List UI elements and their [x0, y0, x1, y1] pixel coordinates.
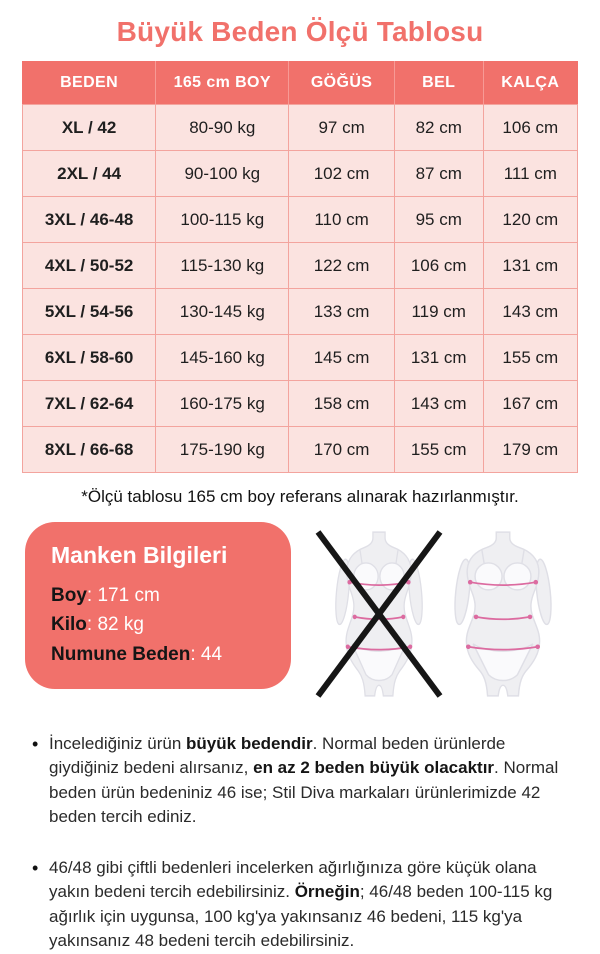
table-cell: 122 cm	[288, 242, 395, 289]
model-info-fields: Boy: 171 cm Kilo: 82 kg Numune Beden: 44	[51, 581, 269, 669]
table-row: XL / 42 80-90 kg 97 cm 82 cm 106 cm	[21, 104, 579, 151]
table-cell: 6XL / 58-60	[21, 334, 157, 381]
body-figures	[307, 530, 575, 698]
table-row: 4XL / 50-52 115-130 kg 122 cm 106 cm 131 cm	[21, 242, 579, 289]
table-cell: 160-175 kg	[155, 380, 290, 427]
wrong-fit-figure	[315, 530, 443, 698]
table-cell: 175-190 kg	[155, 426, 290, 473]
table-cell: 120 cm	[482, 196, 579, 243]
table-cell: 170 cm	[288, 426, 395, 473]
model-info-section: Manken Bilgileri Boy: 171 cm Kilo: 82 kg N…	[0, 522, 600, 698]
table-header-row: BEDEN 165 cm BOY GÖĞÜS BEL KALÇA	[21, 61, 579, 105]
table-cell: 95 cm	[393, 196, 484, 243]
table-cell: 106 cm	[393, 242, 484, 289]
table-cell: 110 cm	[288, 196, 395, 243]
page-title: Büyük Beden Ölçü Tablosu	[116, 16, 484, 47]
table-cell: XL / 42	[21, 104, 157, 151]
table-cell: 87 cm	[393, 150, 484, 197]
table-cell: 115-130 kg	[155, 242, 290, 289]
table-cell: 155 cm	[393, 426, 484, 473]
table-cell: 100-115 kg	[155, 196, 290, 243]
table-row: 3XL / 46-48 100-115 kg 110 cm 95 cm 120 cm	[21, 196, 579, 243]
x-mark-icon	[315, 530, 443, 698]
model-field: Kilo: 82 kg	[51, 614, 144, 636]
table-cell: 143 cm	[393, 380, 484, 427]
table-cell: 111 cm	[482, 150, 579, 197]
table-row: 6XL / 58-60 145-160 kg 145 cm 131 cm 155 cm	[21, 334, 579, 381]
table-cell: 145 cm	[288, 334, 395, 381]
table-cell: 167 cm	[482, 380, 579, 427]
table-cell: 82 cm	[393, 104, 484, 151]
table-cell: 158 cm	[288, 380, 395, 427]
table-cell: 80-90 kg	[155, 104, 290, 151]
column-header: BEL	[393, 61, 484, 105]
table-cell: 7XL / 62-64	[21, 380, 157, 427]
table-row: 5XL / 54-56 130-145 kg 133 cm 119 cm 143 cm	[21, 288, 579, 335]
table-cell: 5XL / 54-56	[21, 288, 157, 335]
table-cell: 8XL / 66-68	[21, 426, 157, 473]
table-row: 2XL / 44 90-100 kg 102 cm 87 cm 111 cm	[21, 150, 579, 197]
table-cell: 131 cm	[393, 334, 484, 381]
table-cell: 155 cm	[482, 334, 579, 381]
table-cell: 145-160 kg	[155, 334, 290, 381]
column-header: 165 cm BOY	[155, 61, 290, 105]
column-header: BEDEN	[21, 61, 157, 105]
column-header: GÖĞÜS	[288, 61, 395, 105]
model-info-card: Manken Bilgileri Boy: 171 cm Kilo: 82 kg N…	[25, 522, 291, 690]
table-cell: 90-100 kg	[155, 150, 290, 197]
table-cell: 4XL / 50-52	[21, 242, 157, 289]
table-cell: 3XL / 46-48	[21, 196, 157, 243]
table-cell: 119 cm	[393, 288, 484, 335]
table-cell: 143 cm	[482, 288, 579, 335]
table-cell: 133 cm	[288, 288, 395, 335]
table-cell: 179 cm	[482, 426, 579, 473]
table-footnote: *Ölçü tablosu 165 cm boy referans alınar…	[81, 487, 519, 506]
table-cell: 131 cm	[482, 242, 579, 289]
table-row: 7XL / 62-64 160-175 kg 158 cm 143 cm 167 cm	[21, 380, 579, 427]
table-cell: 97 cm	[288, 104, 395, 151]
model-field: Numune Beden: 44	[51, 643, 223, 665]
table-row: 8XL / 66-68 175-190 kg 170 cm 155 cm 179 cm	[21, 426, 579, 473]
model-field: Boy: 171 cm	[51, 585, 160, 606]
table-cell: 2XL / 44	[21, 150, 157, 197]
info-bullet-list: İncelediğiniz ürün büyük bedendir. Norma…	[0, 732, 600, 954]
correct-fit-figure	[450, 530, 556, 698]
body-silhouette-icon	[454, 531, 553, 697]
model-info-title: Manken Bilgileri	[51, 542, 228, 568]
size-table: BEDEN 165 cm BOY GÖĞÜS BEL KALÇA XL / 42 80-9…	[21, 61, 579, 473]
info-bullet: İncelediğiniz ürün büyük bedendir. Norma…	[32, 732, 578, 830]
size-chart-page: Büyük Beden Ölçü Tablosu BEDEN 165 cm BOY…	[0, 16, 600, 950]
table-cell: 102 cm	[288, 150, 395, 197]
info-bullet: 46/48 gibi çiftli bedenleri incelerken a…	[32, 856, 578, 954]
column-header: KALÇA	[482, 61, 579, 105]
table-cell: 130-145 kg	[155, 288, 290, 335]
table-cell: 106 cm	[482, 104, 579, 151]
